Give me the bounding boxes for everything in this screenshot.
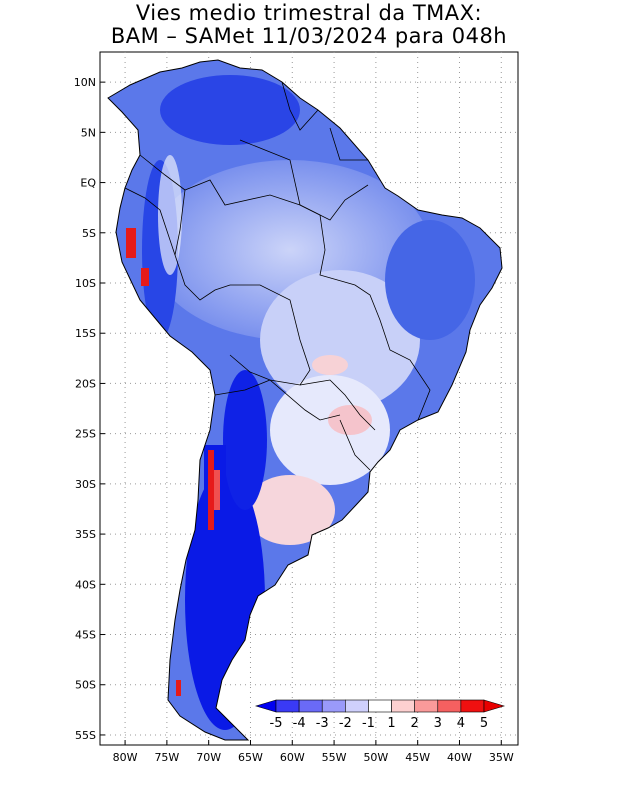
colorbar-label: 1 <box>387 716 395 731</box>
lon-tick-label: 60W <box>280 751 305 764</box>
lat-tick-label: 10N <box>74 76 96 89</box>
lat-tick-label: 55S <box>75 729 96 742</box>
lat-tick-label: 40S <box>75 578 96 591</box>
colorbar-label: -1 <box>362 716 375 731</box>
colorbar-label: -2 <box>339 716 352 731</box>
lat-tick-label: 35S <box>75 528 96 541</box>
longitude-ticks: 80W 75W 70W 65W 60W 55W 50W 45W 40W 35W <box>113 740 514 764</box>
colorbar-box <box>414 699 439 713</box>
lat-tick-label: 5N <box>81 126 96 139</box>
lon-tick-label: 40W <box>447 751 472 764</box>
lat-tick-label: EQ <box>80 177 96 190</box>
colorbar-box <box>298 699 323 713</box>
lat-tick-label: 50S <box>75 679 96 692</box>
colorbar-box <box>437 699 462 713</box>
colorbar-box <box>368 699 392 713</box>
lon-tick-label: 65W <box>238 751 263 764</box>
lat-tick-label: 5S <box>82 227 96 240</box>
colorbar-box <box>460 699 485 713</box>
country-borders <box>124 81 431 471</box>
lat-tick-label: 30S <box>75 478 96 491</box>
colorbar-label: 2 <box>411 716 419 731</box>
colorbar-label: -5 <box>270 716 283 731</box>
colorbar-label: -3 <box>316 716 329 731</box>
colorbar-box <box>391 699 415 713</box>
lat-tick-label: 10S <box>75 277 96 290</box>
colorbar-arrow-high <box>483 699 506 713</box>
lon-tick-label: 50W <box>363 751 388 764</box>
lat-tick-label: 45S <box>75 629 96 642</box>
title-line-1: Vies medio trimestral da TMAX: <box>135 1 483 25</box>
colorbar-box <box>275 699 300 713</box>
colorbar-label: 4 <box>457 716 465 731</box>
map-title: Vies medio trimestral da TMAX: BAM – SAM… <box>0 2 618 48</box>
lat-tick-label: 20S <box>75 377 96 390</box>
title-line-2: BAM – SAMet 11/03/2024 para 048h <box>110 24 508 48</box>
lat-tick-label: 15S <box>75 327 96 340</box>
colorbar-box <box>345 699 369 713</box>
lon-tick-label: 45W <box>405 751 430 764</box>
colorbar-label: 5 <box>480 716 488 731</box>
colorbar: -5 -4 -3 -2 -1 1 2 3 4 5 <box>254 699 506 731</box>
colorbar-box <box>321 699 346 713</box>
colorbar-label: -4 <box>293 716 306 731</box>
lon-tick-label: 70W <box>196 751 221 764</box>
lon-tick-label: 55W <box>322 751 347 764</box>
latitude-ticks: 10N 5N EQ 5S 10S 15S 20S 25S 30S 35S 40S 45S 50S 55S <box>74 76 105 742</box>
lon-tick-label: 75W <box>154 751 179 764</box>
colorbar-label: 3 <box>434 716 442 731</box>
lon-tick-label: 35W <box>489 751 514 764</box>
lat-tick-label: 25S <box>75 428 96 441</box>
lon-tick-label: 80W <box>113 751 138 764</box>
